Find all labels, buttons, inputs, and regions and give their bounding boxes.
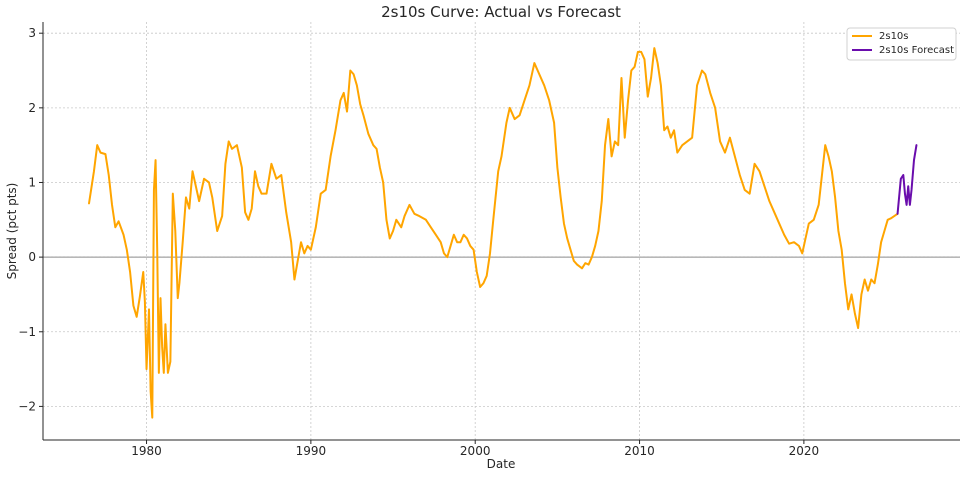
x-tick-label-2020: 2020 xyxy=(789,444,820,458)
plot-background xyxy=(43,22,960,440)
y-tick-label-0: 0 xyxy=(28,250,36,264)
x-tick-label-2010: 2010 xyxy=(624,444,655,458)
x-tick-label-1990: 1990 xyxy=(296,444,327,458)
series-line-actual xyxy=(88,47,899,419)
y-tick-label--2: −2 xyxy=(18,399,36,413)
x-ticks: 1980 1990 2000 2010 2020 xyxy=(131,440,819,458)
x-axis-label: Date xyxy=(487,457,516,471)
legend: 2s10s 2s10s Forecast xyxy=(846,27,957,61)
series-line-forecast xyxy=(896,144,918,215)
legend-box xyxy=(846,27,957,61)
x-tick-label-1980: 1980 xyxy=(131,444,162,458)
x-tick-label-2000: 2000 xyxy=(460,444,491,458)
series-layer xyxy=(88,47,918,419)
y-axis-label: Spread (pct pts) xyxy=(5,183,19,280)
y-tick-label--1: −1 xyxy=(18,325,36,339)
y-tick-label-2: 2 xyxy=(28,101,36,115)
y-tick-label-3: 3 xyxy=(28,26,36,40)
y-tick-label-1: 1 xyxy=(28,175,36,189)
legend-label-actual: 2s10s xyxy=(879,31,909,42)
y-ticks: −2 −1 0 1 2 3 xyxy=(18,26,43,413)
legend-label-forecast: 2s10s Forecast xyxy=(879,45,954,56)
chart-title: 2s10s Curve: Actual vs Forecast xyxy=(381,3,621,21)
